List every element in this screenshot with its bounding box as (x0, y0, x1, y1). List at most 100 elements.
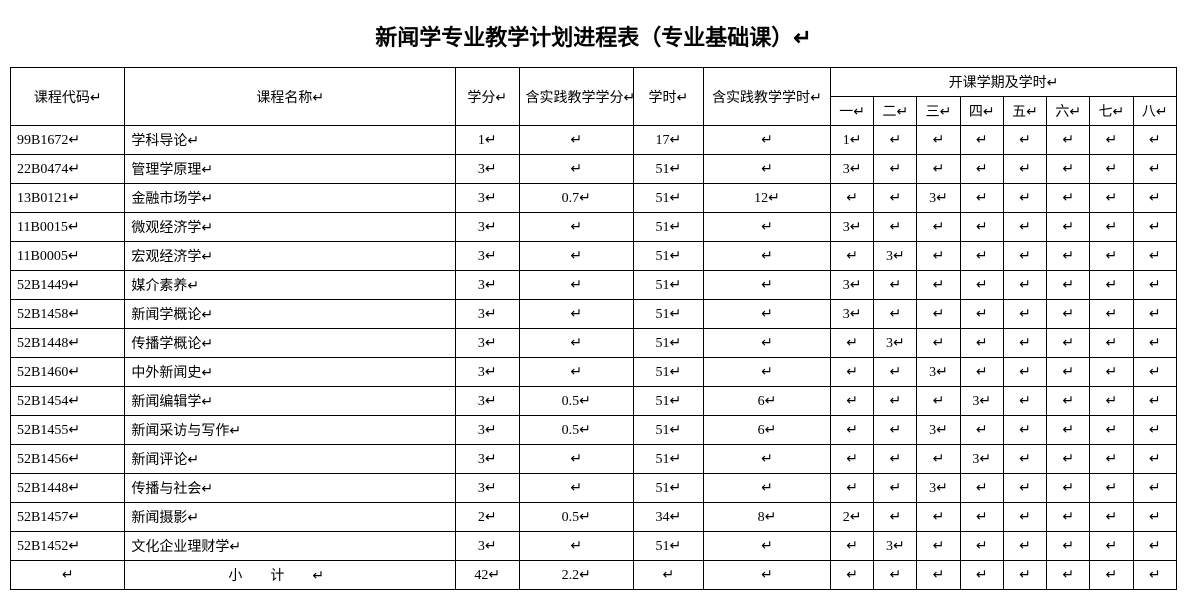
cell: ↵ (1090, 271, 1133, 300)
cell: ↵ (960, 271, 1003, 300)
cell-code: 52B1455↵ (11, 416, 125, 445)
cell: ↵ (1090, 387, 1133, 416)
cell: ↵ (960, 329, 1003, 358)
cell: ↵ (1047, 329, 1090, 358)
table-row: 52B1455↵新闻采访与写作↵3↵0.5↵51↵6↵↵↵3↵↵↵↵↵↵ (11, 416, 1177, 445)
cell-code: 22B0474↵ (11, 155, 125, 184)
cell: ↵ (1133, 300, 1176, 329)
cell: ↵ (1047, 561, 1090, 590)
cell: ↵ (831, 387, 874, 416)
cell: ↵ (917, 445, 960, 474)
cell: ↵ (874, 561, 917, 590)
cell: ↵ (874, 300, 917, 329)
cell: ↵ (519, 213, 633, 242)
cell: ↵ (1047, 416, 1090, 445)
cell: ↵ (1133, 126, 1176, 155)
cell: 3↵ (455, 300, 519, 329)
cell: ↵ (519, 474, 633, 503)
cell: ↵ (874, 503, 917, 532)
page-title: 新闻学专业教学计划进程表（专业基础课）↵ (10, 20, 1177, 52)
th-sem-1: 一↵ (831, 97, 874, 126)
cell: ↵ (703, 445, 830, 474)
cell: 3↵ (455, 474, 519, 503)
cell: ↵ (519, 242, 633, 271)
cell: ↵ (519, 445, 633, 474)
cell-name: 新闻编辑学↵ (125, 387, 456, 416)
cell: 3↵ (874, 242, 917, 271)
cell: 17↵ (633, 126, 703, 155)
cell: ↵ (917, 126, 960, 155)
cell: ↵ (1090, 126, 1133, 155)
cell-name: 传播学概论↵ (125, 329, 456, 358)
th-sem-7: 七↵ (1090, 97, 1133, 126)
cell: ↵ (1047, 242, 1090, 271)
cell: 0.7↵ (519, 184, 633, 213)
cell: ↵ (1090, 213, 1133, 242)
table-row: 52B1456↵新闻评论↵3↵↵51↵↵↵↵↵3↵↵↵↵↵ (11, 445, 1177, 474)
table-row-subtotal: ↵小计↵42↵2.2↵↵↵↵↵↵↵↵↵↵↵ (11, 561, 1177, 590)
cell: ↵ (1133, 561, 1176, 590)
cell: 0.5↵ (519, 416, 633, 445)
cell: ↵ (831, 242, 874, 271)
th-sem-8: 八↵ (1133, 97, 1176, 126)
th-sem-5: 五↵ (1003, 97, 1046, 126)
cell: ↵ (1047, 300, 1090, 329)
cell: ↵ (1133, 155, 1176, 184)
cell: ↵ (519, 300, 633, 329)
cell-name: 微观经济学↵ (125, 213, 456, 242)
cell: ↵ (831, 445, 874, 474)
cell: ↵ (874, 445, 917, 474)
cell: 2↵ (455, 503, 519, 532)
cell: ↵ (874, 213, 917, 242)
cell: ↵ (703, 300, 830, 329)
cell: ↵ (1133, 329, 1176, 358)
cell-code: 99B1672↵ (11, 126, 125, 155)
curriculum-table-wrap: 课程代码↵ 课程名称↵ 学分↵ 含实践教学学分↵ 学时↵ 含实践教学学时↵ 开课… (10, 67, 1177, 590)
cell: ↵ (1133, 532, 1176, 561)
cell: 3↵ (917, 184, 960, 213)
cell: ↵ (703, 271, 830, 300)
cell: 12↵ (703, 184, 830, 213)
cell: ↵ (703, 213, 830, 242)
cell: ↵ (1047, 445, 1090, 474)
cell: ↵ (917, 561, 960, 590)
cell: 3↵ (455, 184, 519, 213)
cell: ↵ (1133, 358, 1176, 387)
cell: 6↵ (703, 387, 830, 416)
cell: ↵ (703, 474, 830, 503)
cell: ↵ (1047, 184, 1090, 213)
cell: ↵ (1003, 213, 1046, 242)
cell: 51↵ (633, 184, 703, 213)
table-row: 11B0015↵微观经济学↵3↵↵51↵↵3↵↵↵↵↵↵↵↵ (11, 213, 1177, 242)
cell: ↵ (1003, 387, 1046, 416)
cell: ↵ (1003, 242, 1046, 271)
cell: ↵ (1090, 184, 1133, 213)
cell: ↵ (1047, 503, 1090, 532)
cell: ↵ (1133, 474, 1176, 503)
table-row: 52B1448↵传播学概论↵3↵↵51↵↵↵3↵↵↵↵↵↵↵ (11, 329, 1177, 358)
cell: ↵ (960, 532, 1003, 561)
cell: ↵ (1090, 358, 1133, 387)
cell: ↵ (1047, 358, 1090, 387)
cell: ↵ (917, 242, 960, 271)
cell: ↵ (874, 184, 917, 213)
cell: 3↵ (960, 445, 1003, 474)
cell: ↵ (831, 416, 874, 445)
cell: 3↵ (455, 387, 519, 416)
cell: ↵ (874, 416, 917, 445)
cell: ↵ (917, 213, 960, 242)
cell: ↵ (1047, 126, 1090, 155)
cell: ↵ (1003, 155, 1046, 184)
th-credit: 学分↵ (455, 68, 519, 126)
cell-code: 52B1460↵ (11, 358, 125, 387)
cell: 3↵ (455, 329, 519, 358)
cell-name: 金融市场学↵ (125, 184, 456, 213)
cell: ↵ (1003, 271, 1046, 300)
cell: ↵ (917, 300, 960, 329)
table-row: 52B1454↵新闻编辑学↵3↵0.5↵51↵6↵↵↵↵3↵↵↵↵↵ (11, 387, 1177, 416)
cell-name: 文化企业理财学↵ (125, 532, 456, 561)
cell: ↵ (519, 329, 633, 358)
cell: ↵ (703, 155, 830, 184)
cell: ↵ (633, 561, 703, 590)
cell: ↵ (831, 358, 874, 387)
